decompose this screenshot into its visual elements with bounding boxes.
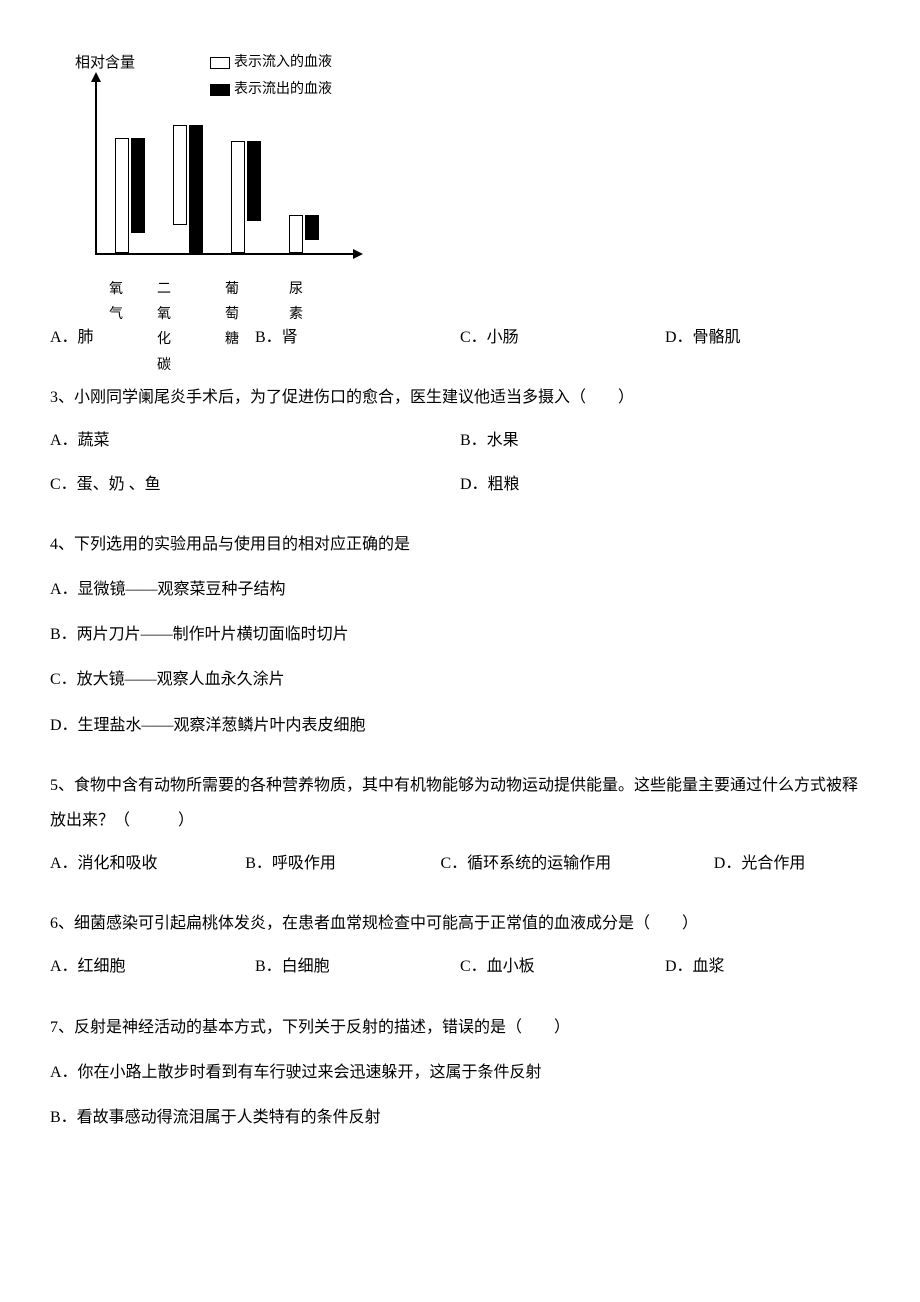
option-b: B．呼吸作用 (245, 846, 440, 881)
legend-label-inflow: 表示流入的血液 (234, 50, 332, 75)
bar-outflow (305, 215, 319, 240)
bar-outflow (131, 138, 145, 233)
option-a: A．你在小路上散步时看到有车行驶过来会迅速躲开，这属于条件反射 (50, 1055, 870, 1090)
bar-inflow (289, 215, 303, 253)
option-c: C．血小板 (460, 949, 665, 984)
bar-group-2 (231, 141, 261, 253)
x-axis (95, 253, 355, 255)
bar-outflow (247, 141, 261, 221)
bar-group-0 (115, 138, 145, 253)
x-label-1: 二氧化碳 (157, 277, 171, 378)
option-c: C．蛋、奶 、鱼 (50, 467, 460, 502)
option-b: B．肾 (255, 320, 460, 355)
bar-group-1 (173, 125, 203, 253)
question-text: 5、食物中含有动物所需要的各种营养物质，其中有机物能够为动物运动提供能量。这些能… (50, 768, 870, 838)
x-label-2: 葡萄糖 (225, 277, 239, 353)
options-row: C．蛋、奶 、鱼 D．粗粮 (50, 467, 870, 502)
option-c: C．循环系统的运输作用 (440, 846, 713, 881)
chart-plot-area: 氧气二氧化碳葡萄糖尿素 (95, 80, 355, 255)
options-row: A．红细胞 B．白细胞 C．血小板 D．血浆 (50, 949, 870, 984)
question-5: 5、食物中含有动物所需要的各种营养物质，其中有机物能够为动物运动提供能量。这些能… (50, 768, 870, 882)
option-b: B．水果 (460, 423, 870, 458)
legend-box-white (210, 57, 230, 69)
question-7: 7、反射是神经活动的基本方式，下列关于反射的描述，错误的是（ ） A．你在小路上… (50, 1010, 870, 1136)
question-text: 7、反射是神经活动的基本方式，下列关于反射的描述，错误的是（ ） (50, 1010, 870, 1045)
question-2-options: A．肺 B．肾 C．小肠 D．骨骼肌 (50, 320, 870, 355)
question-4: 4、下列选用的实验用品与使用目的相对应正确的是 A．显微镜——观察菜豆种子结构 … (50, 527, 870, 743)
option-d: D．血浆 (665, 949, 870, 984)
legend-item-inflow: 表示流入的血液 (210, 50, 332, 75)
bar-outflow (189, 125, 203, 253)
option-d: D．光合作用 (714, 846, 870, 881)
options-row: A．肺 B．肾 C．小肠 D．骨骼肌 (50, 320, 870, 355)
option-d: D．骨骼肌 (665, 320, 870, 355)
y-axis-label: 相对含量 (75, 50, 135, 77)
x-label-3: 尿素 (289, 277, 303, 327)
question-text: 3、小刚同学阑尾炎手术后，为了促进伤口的愈合，医生建议他适当多摄入（ ） (50, 380, 870, 415)
bar-inflow (173, 125, 187, 225)
option-c: C．放大镜——观察人血永久涂片 (50, 662, 870, 697)
question-6: 6、细菌感染可引起扁桃体发炎，在患者血常规检查中可能高于正常值的血液成分是（ ）… (50, 906, 870, 984)
options-row: A．蔬菜 B．水果 (50, 423, 870, 458)
blood-content-chart: 相对含量 表示流入的血液 表示流出的血液 氧气二氧化碳葡萄糖尿素 (50, 50, 370, 290)
option-b: B．两片刀片——制作叶片横切面临时切片 (50, 617, 870, 652)
option-a: A．显微镜——观察菜豆种子结构 (50, 572, 870, 607)
bar-group-3 (289, 215, 319, 253)
question-text: 4、下列选用的实验用品与使用目的相对应正确的是 (50, 527, 870, 562)
question-text: 6、细菌感染可引起扁桃体发炎，在患者血常规检查中可能高于正常值的血液成分是（ ） (50, 906, 870, 941)
option-d: D．粗粮 (460, 467, 870, 502)
bar-inflow (115, 138, 129, 253)
option-a: A．消化和吸收 (50, 846, 245, 881)
option-c: C．小肠 (460, 320, 665, 355)
question-3: 3、小刚同学阑尾炎手术后，为了促进伤口的愈合，医生建议他适当多摄入（ ） A．蔬… (50, 380, 870, 502)
y-axis (95, 80, 97, 255)
option-a: A．蔬菜 (50, 423, 460, 458)
option-d: D．生理盐水——观察洋葱鳞片叶内表皮细胞 (50, 708, 870, 743)
option-a: A．红细胞 (50, 949, 255, 984)
bar-inflow (231, 141, 245, 253)
option-b: B．看故事感动得流泪属于人类特有的条件反射 (50, 1100, 870, 1135)
x-label-0: 氧气 (109, 277, 123, 327)
options-row: A．消化和吸收 B．呼吸作用 C．循环系统的运输作用 D．光合作用 (50, 846, 870, 881)
option-b: B．白细胞 (255, 949, 460, 984)
